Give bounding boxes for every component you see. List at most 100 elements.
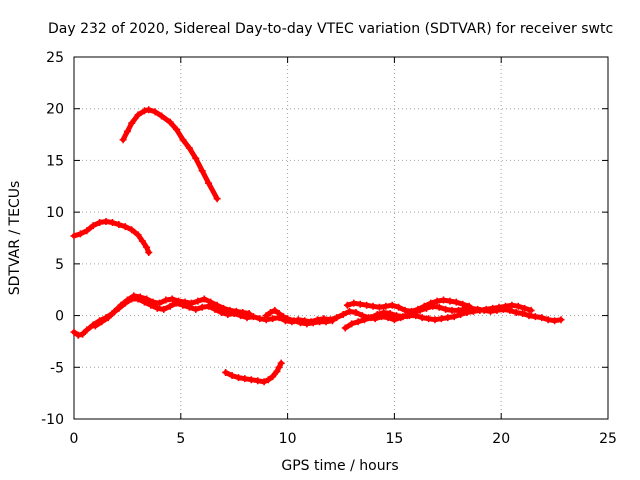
data-point bbox=[213, 195, 221, 203]
data-point bbox=[435, 303, 443, 311]
y-tick-label: -10 bbox=[41, 412, 64, 428]
data-point bbox=[198, 303, 206, 311]
data-point bbox=[134, 111, 142, 119]
data-point bbox=[395, 303, 403, 311]
data-point bbox=[354, 318, 362, 326]
data-point bbox=[151, 108, 159, 116]
series-arc-3 bbox=[70, 295, 565, 339]
data-point bbox=[373, 311, 381, 319]
data-point bbox=[512, 308, 520, 316]
data-point bbox=[162, 296, 170, 304]
data-point bbox=[83, 227, 91, 235]
data-point bbox=[433, 297, 441, 305]
data-point bbox=[166, 302, 174, 310]
data-point bbox=[175, 297, 183, 305]
y-axis-label: SDTVAR / TECUs bbox=[7, 181, 23, 296]
series-arc-6 bbox=[343, 296, 473, 315]
data-point bbox=[375, 303, 383, 311]
data-point bbox=[346, 307, 354, 315]
series-arc-7 bbox=[262, 306, 336, 328]
data-point bbox=[145, 106, 153, 114]
data-point bbox=[262, 312, 270, 320]
data-point bbox=[249, 313, 257, 321]
data-point bbox=[234, 374, 242, 382]
data-point bbox=[459, 300, 467, 308]
data-point bbox=[256, 315, 264, 323]
data-point bbox=[130, 292, 138, 300]
data-point bbox=[290, 317, 298, 325]
data-point bbox=[382, 302, 390, 310]
data-point bbox=[452, 298, 460, 306]
tick-labels: 0 5 10 15 20 25 -10 -5 0 5 10 15 20 25 bbox=[41, 50, 617, 447]
data-point bbox=[143, 295, 151, 303]
data-point bbox=[393, 312, 401, 320]
data-point bbox=[514, 302, 522, 310]
data-point bbox=[228, 372, 236, 380]
x-tick-label: 0 bbox=[70, 431, 79, 447]
data-point bbox=[343, 301, 351, 309]
x-axis-label: GPS time / hours bbox=[281, 458, 398, 474]
data-point bbox=[407, 307, 415, 315]
data-point bbox=[217, 308, 225, 316]
chart-title: Day 232 of 2020, Sidereal Day-to-day VTE… bbox=[48, 21, 613, 37]
data-point bbox=[309, 319, 317, 327]
data-point bbox=[525, 312, 533, 320]
series-arc-8 bbox=[222, 359, 285, 386]
data-point bbox=[508, 301, 516, 309]
data-point bbox=[380, 308, 388, 316]
data-point bbox=[463, 308, 471, 316]
data-point bbox=[128, 119, 136, 127]
data-point bbox=[104, 314, 112, 322]
data-point bbox=[350, 299, 358, 307]
y-tick-label: 15 bbox=[46, 153, 64, 169]
data-point bbox=[211, 305, 219, 313]
data-point bbox=[181, 298, 189, 306]
data-point bbox=[239, 308, 247, 316]
data-point bbox=[200, 295, 208, 303]
data-point bbox=[425, 315, 433, 323]
data-point bbox=[123, 296, 131, 304]
data-point bbox=[123, 127, 131, 135]
data-point bbox=[245, 310, 253, 318]
data-point bbox=[519, 310, 527, 318]
data-point bbox=[341, 324, 349, 332]
data-point bbox=[367, 314, 375, 322]
data-point bbox=[277, 359, 285, 367]
y-tick-label: 5 bbox=[55, 257, 64, 273]
series-arc-5 bbox=[341, 301, 535, 332]
data-point bbox=[333, 314, 341, 322]
data-point bbox=[275, 310, 283, 318]
data-point bbox=[136, 293, 144, 301]
data-point bbox=[296, 319, 304, 327]
data-point bbox=[427, 299, 435, 307]
data-point bbox=[348, 320, 356, 328]
data-point bbox=[269, 373, 277, 381]
data-point bbox=[143, 243, 151, 251]
data-point bbox=[241, 375, 249, 383]
data-point bbox=[275, 363, 283, 371]
data-point bbox=[352, 308, 360, 316]
data-point bbox=[198, 167, 206, 175]
data-point bbox=[544, 316, 552, 324]
data-point bbox=[149, 298, 157, 306]
data-point bbox=[448, 306, 456, 314]
data-point bbox=[412, 312, 420, 320]
data-point bbox=[194, 297, 202, 305]
data-point bbox=[269, 315, 277, 323]
x-tick-label: 25 bbox=[599, 431, 617, 447]
data-point bbox=[83, 326, 91, 334]
data-point bbox=[185, 144, 193, 152]
data-point bbox=[192, 305, 200, 313]
data-point bbox=[70, 232, 78, 240]
x-tick-label: 5 bbox=[176, 431, 185, 447]
data-point bbox=[76, 230, 84, 238]
data-point bbox=[527, 306, 535, 314]
data-point bbox=[446, 297, 454, 305]
data-point bbox=[89, 222, 97, 230]
data-point bbox=[134, 231, 142, 239]
data-point bbox=[489, 304, 497, 312]
data-point bbox=[247, 376, 255, 384]
data-point bbox=[271, 306, 279, 314]
data-point bbox=[91, 322, 99, 330]
